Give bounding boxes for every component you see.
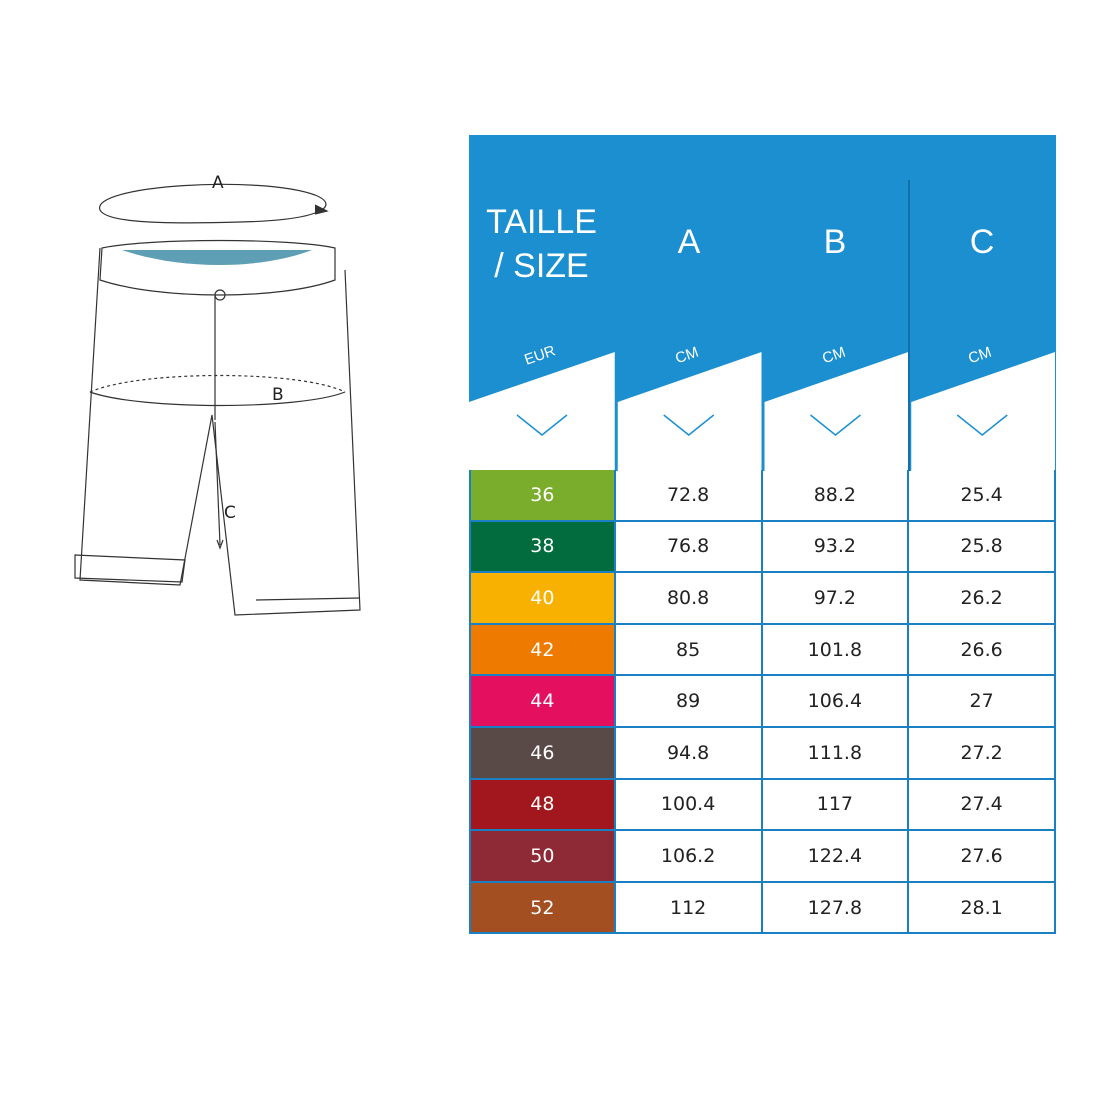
cell-b: 101.8: [763, 624, 910, 675]
header-wedge: [469, 352, 615, 471]
label-a: A: [212, 173, 224, 193]
shorts-illustration: A B C: [74, 173, 361, 616]
header-wedge: [911, 352, 1055, 471]
cell-size: 40: [469, 573, 616, 623]
cell-a: 100.4: [616, 779, 763, 830]
cell-c: 25.4: [909, 470, 1056, 520]
cell-size: 48: [469, 779, 616, 830]
cell-a: 80.8: [616, 573, 763, 623]
header-b: B: [823, 223, 847, 261]
cell-c: 28.1: [909, 882, 1056, 933]
cell-size: 36: [469, 470, 616, 520]
cell-size: 46: [469, 727, 616, 778]
cell-b: 97.2: [763, 573, 910, 623]
cell-size: 50: [469, 831, 616, 881]
cell-a: 85: [616, 624, 763, 675]
cell-b: 106.4: [763, 676, 910, 726]
header-a: A: [677, 223, 701, 261]
table-row: 46 94.8 111.8 27.2: [469, 727, 1056, 780]
cell-size: 44: [469, 676, 616, 726]
cell-a: 106.2: [616, 831, 763, 881]
table-row: 48 100.4 117 27.4: [469, 779, 1056, 832]
cell-b: 117: [763, 779, 910, 830]
header-c: C: [969, 223, 995, 261]
cell-a: 76.8: [616, 521, 763, 572]
cell-c: 26.6: [909, 624, 1056, 675]
cell-size: 38: [469, 521, 616, 572]
table-row: 50 106.2 122.4 27.6: [469, 831, 1056, 883]
cell-a: 112: [616, 882, 763, 933]
label-b: B: [272, 385, 284, 405]
label-c: C: [224, 503, 236, 523]
chevron-down-icon: [810, 414, 861, 436]
cell-c: 27.4: [909, 779, 1056, 830]
table-row: 38 76.8 93.2 25.8: [469, 521, 1056, 574]
cell-c: 27.6: [909, 831, 1056, 881]
cell-size: 52: [469, 882, 616, 933]
header-wedge: [764, 352, 909, 471]
table-row: 40 80.8 97.2 26.2: [469, 573, 1056, 625]
header-wedge: [617, 352, 762, 471]
table-row: 36 72.8 88.2 25.4: [469, 470, 1056, 522]
cell-b: 127.8: [763, 882, 910, 933]
cell-b: 88.2: [763, 470, 910, 520]
cell-c: 26.2: [909, 573, 1056, 623]
chevron-down-icon: [956, 414, 1008, 436]
cell-a: 94.8: [616, 727, 763, 778]
table-row: 42 85 101.8 26.6: [469, 624, 1056, 677]
cell-size: 42: [469, 624, 616, 675]
table-row: 44 89 106.4 27: [469, 676, 1056, 728]
header-size: TAILLE / SIZE: [486, 203, 597, 285]
cell-b: 122.4: [763, 831, 910, 881]
cell-b: 93.2: [763, 521, 910, 572]
cell-b: 111.8: [763, 727, 910, 778]
cell-c: 27.2: [909, 727, 1056, 778]
chevron-down-icon: [516, 414, 568, 436]
cell-a: 89: [616, 676, 763, 726]
table-row: 52 112 127.8 28.1: [469, 882, 1056, 935]
table-header: TAILLE / SIZE A B C EUR CM CM CM: [469, 135, 1056, 471]
cell-a: 72.8: [616, 470, 763, 520]
cell-c: 27: [909, 676, 1056, 726]
cell-c: 25.8: [909, 521, 1056, 572]
size-table-body: 36 72.8 88.2 25.4 38 76.8 93.2 25.8 40 80.8 97.2 26…: [469, 470, 1056, 935]
chevron-down-icon: [663, 414, 715, 436]
